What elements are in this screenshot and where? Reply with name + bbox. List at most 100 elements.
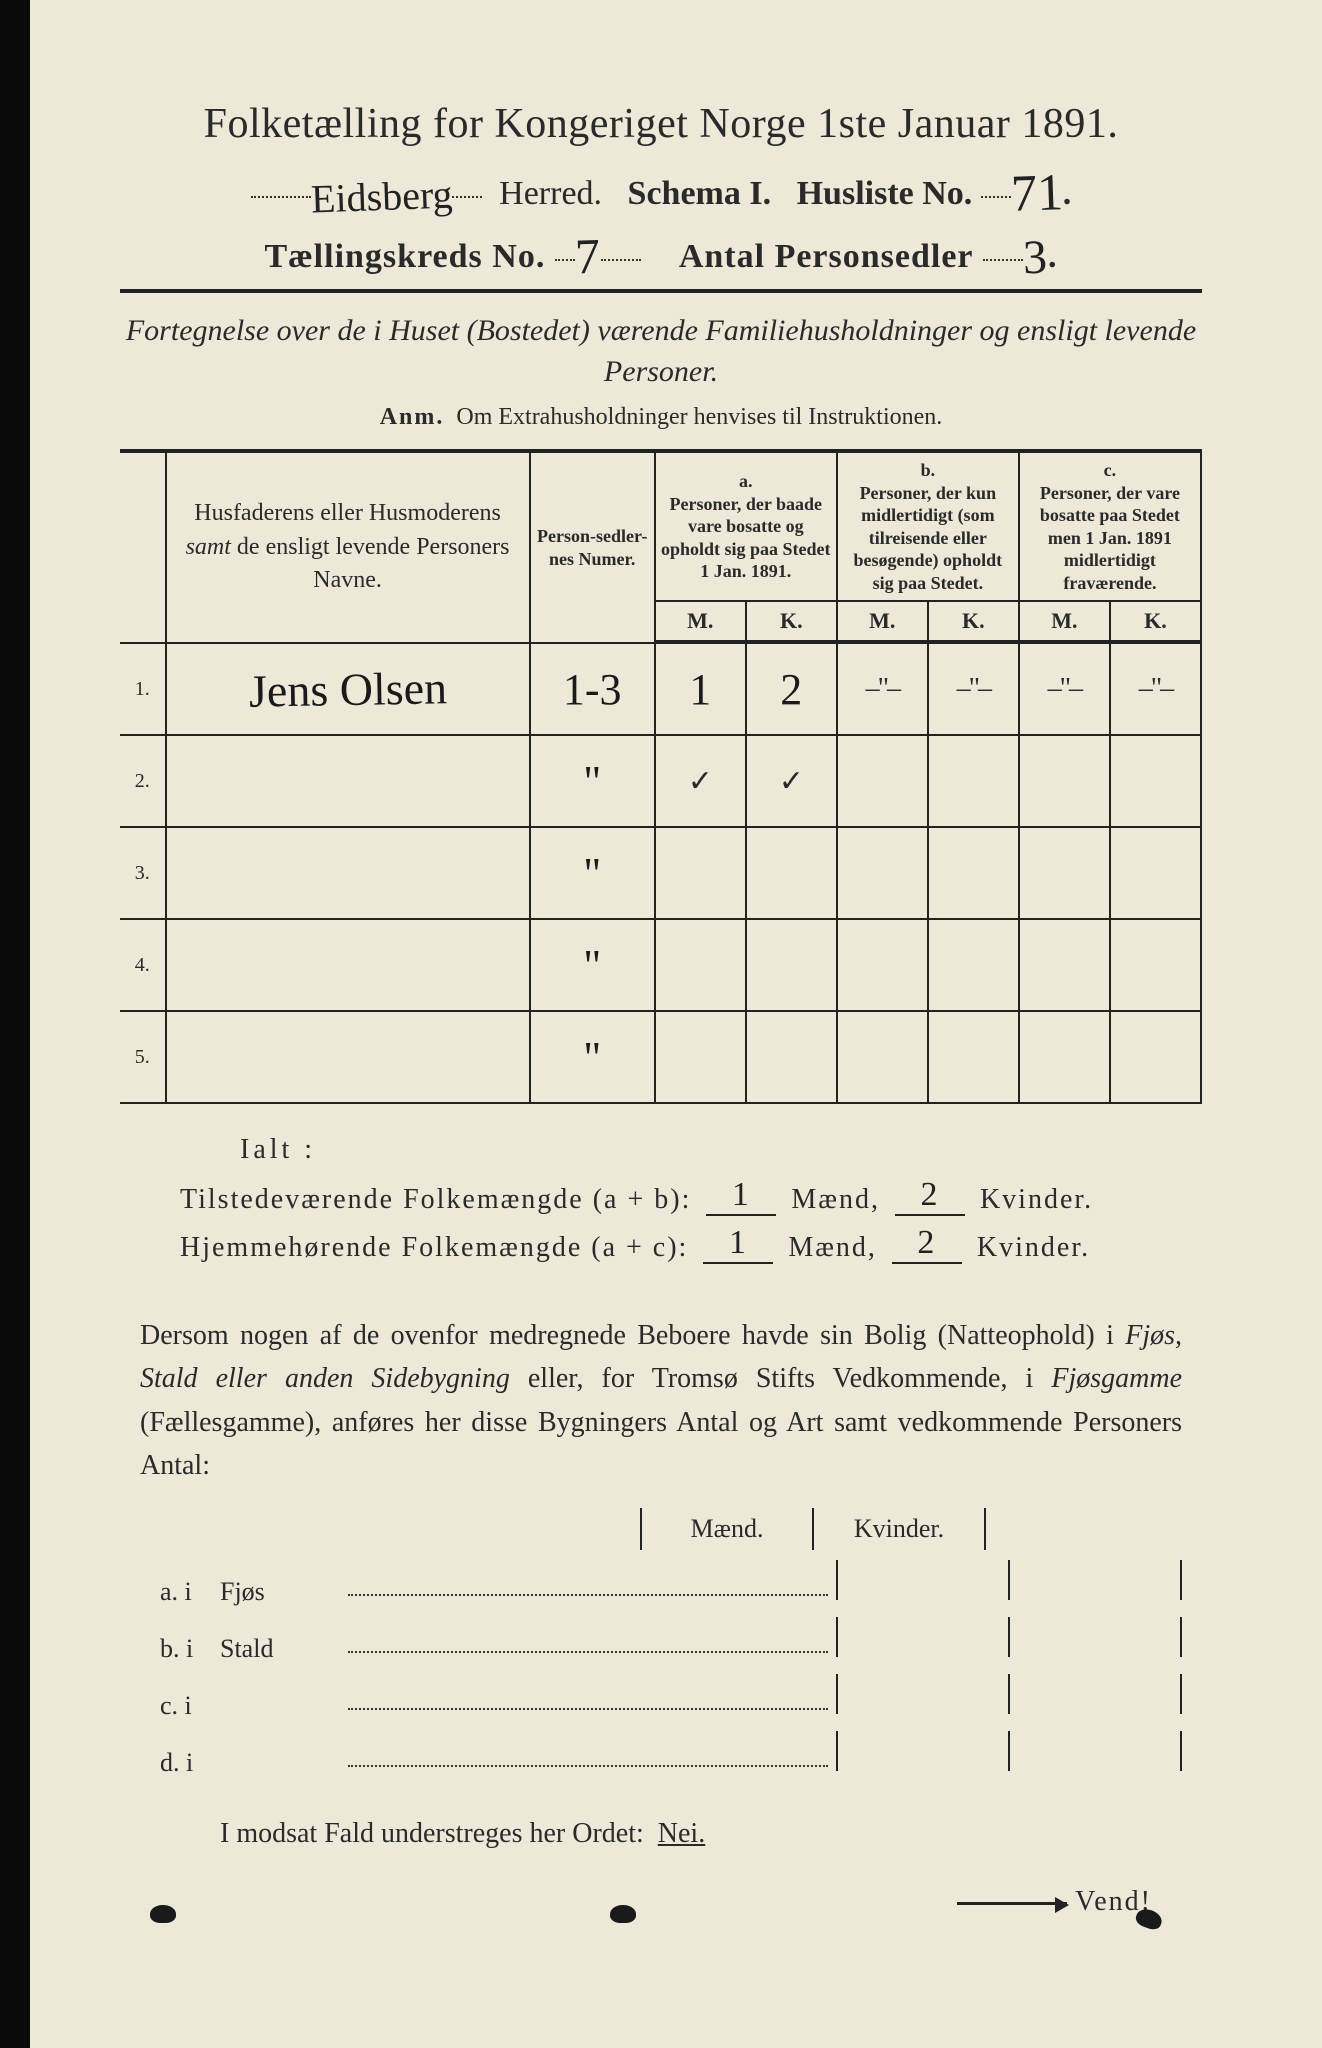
c-m-cell	[1019, 827, 1110, 919]
turn-over: Vend!	[957, 1886, 1152, 1918]
c-m-cell: –"–	[1019, 643, 1110, 735]
sub-head-k: Kvinder.	[812, 1508, 986, 1550]
b-k-cell	[928, 919, 1019, 1011]
a-k-cell: 2	[746, 643, 837, 735]
sidebuilding-table: a. iFjøsb. iStaldc. id. i	[160, 1560, 1182, 1778]
nei-text: I modsat Fald understreges her Ordet:	[220, 1818, 644, 1849]
kvinder-label-1: Kvinder.	[980, 1184, 1093, 1215]
herred-value: Eidsberg	[310, 171, 453, 223]
sub-m-box	[836, 1731, 1008, 1771]
nei-line: I modsat Fald understreges her Ordet: Ne…	[220, 1818, 1202, 1850]
name-cell	[166, 735, 530, 827]
sedler-value: 3	[1022, 230, 1049, 286]
sub-lbl: a. i	[160, 1577, 220, 1607]
a-m-cell	[655, 1011, 746, 1103]
dotted-rule	[348, 1592, 828, 1596]
col-names: Husfaderens eller Husmoderens samt de en…	[166, 451, 530, 643]
meta-row-2: Tællingskreds No. 7 Antal Personsedler 3…	[120, 221, 1202, 279]
sum2-label: Hjemmehørende Folkemængde (a + c):	[180, 1232, 688, 1263]
ialt-label: Ialt :	[240, 1134, 1202, 1166]
sum2-k: 2	[917, 1224, 936, 1261]
col-a-k: K.	[746, 601, 837, 641]
table-row: 2."✓✓	[120, 735, 1201, 827]
maend-label-1: Mænd,	[791, 1184, 880, 1215]
census-table: Husfaderens eller Husmoderens samt de en…	[120, 449, 1202, 1104]
c-k-cell	[1110, 1011, 1201, 1103]
schema-label: Schema I.	[628, 175, 772, 212]
sub-m-box	[836, 1617, 1008, 1657]
form-title: Folketælling for Kongeriget Norge 1ste J…	[120, 100, 1202, 148]
col-b-label: b.	[921, 460, 936, 480]
b-m-cell: –"–	[837, 643, 928, 735]
divider-top	[120, 289, 1202, 293]
census-form-page: Folketælling for Kongeriget Norge 1ste J…	[0, 0, 1322, 2048]
subtitle: Fortegnelse over de i Huset (Bostedet) v…	[120, 311, 1202, 392]
numer-cell: "	[530, 827, 655, 919]
c-k-cell	[1110, 827, 1201, 919]
anm-label: Anm.	[380, 404, 445, 430]
table-row: 3. "	[120, 827, 1201, 919]
col-c-k: K.	[1110, 601, 1201, 641]
col-a: a. Personer, der baade vare bosatte og o…	[655, 451, 837, 601]
name-cell	[166, 827, 530, 919]
sub-head-m: Mænd.	[640, 1508, 812, 1550]
sub-m-box	[836, 1560, 1008, 1600]
sum1-m: 1	[732, 1176, 751, 1213]
sub-head: Mænd.Kvinder.	[640, 1508, 1202, 1550]
sub-row: b. iStald	[160, 1617, 1182, 1664]
dotted-rule	[348, 1649, 828, 1653]
husliste-value: 71	[1010, 163, 1064, 224]
a-k-cell: ✓	[746, 735, 837, 827]
b-m-cell	[837, 1011, 928, 1103]
col-a-text: Personer, der baade vare bosatte og opho…	[661, 494, 831, 582]
a-m-cell	[655, 919, 746, 1011]
name-cell	[166, 1011, 530, 1103]
row-number: 1.	[120, 643, 166, 735]
b-m-cell	[837, 827, 928, 919]
anm-line: Anm. Om Extrahusholdninger henvises til …	[120, 404, 1202, 431]
sub-lbl: b. i	[160, 1634, 220, 1664]
c-k-cell	[1110, 735, 1201, 827]
a-m-cell	[655, 827, 746, 919]
sum1-label: Tilstedeværende Folkemængde (a + b):	[180, 1184, 691, 1215]
anm-text: Om Extrahusholdninger henvises til Instr…	[456, 404, 942, 430]
sub-k-box	[1008, 1674, 1182, 1714]
col-c-label: c.	[1104, 460, 1117, 480]
b-k-cell	[928, 735, 1019, 827]
sum1-k: 2	[920, 1176, 939, 1213]
ink-blot	[150, 1905, 176, 1923]
arrow-icon	[957, 1902, 1067, 1905]
a-k-cell	[746, 919, 837, 1011]
numer-cell: "	[530, 919, 655, 1011]
col-b: b. Personer, der kun midlertidigt (som t…	[837, 451, 1019, 601]
a-m-cell: ✓	[655, 735, 746, 827]
col-b-text: Personer, der kun midlertidigt (som tilr…	[854, 483, 1003, 593]
col-c: c. Personer, der vare bosatte paa Stedet…	[1019, 451, 1201, 601]
sub-lbl: c. i	[160, 1691, 220, 1721]
sub-txt: Stald	[220, 1634, 340, 1664]
herred-label: Herred.	[499, 175, 602, 212]
table-row: 1.Jens Olsen1-312–"––"––"––"–	[120, 643, 1201, 735]
sub-lbl: d. i	[160, 1748, 220, 1778]
sub-k-box	[1008, 1617, 1182, 1657]
b-k-cell	[928, 827, 1019, 919]
name-cell: Jens Olsen	[166, 643, 530, 735]
col-c-m: M.	[1019, 601, 1110, 641]
sub-m-box	[836, 1674, 1008, 1714]
numer-cell: "	[530, 1011, 655, 1103]
b-k-cell: –"–	[928, 643, 1019, 735]
row-number: 3.	[120, 827, 166, 919]
col-b-m: M.	[837, 601, 928, 641]
table-row: 4."	[120, 919, 1201, 1011]
col-numer: Person-sedler-nes Numer.	[530, 451, 655, 643]
numer-cell: "	[530, 735, 655, 827]
sum-present: Tilstedeværende Folkemængde (a + b): 1 M…	[180, 1176, 1202, 1216]
meta-row-1: Eidsberg Herred. Schema I. Husliste No. …	[120, 158, 1202, 217]
sub-k-box	[1008, 1560, 1182, 1600]
c-k-cell	[1110, 919, 1201, 1011]
col-c-text: Personer, der vare bosatte paa Stedet me…	[1040, 483, 1180, 593]
husliste-label: Husliste No.	[797, 175, 973, 212]
sum-resident: Hjemmehørende Folkemængde (a + c): 1 Mæn…	[180, 1224, 1202, 1264]
c-k-cell: –"–	[1110, 643, 1201, 735]
row-number: 2.	[120, 735, 166, 827]
